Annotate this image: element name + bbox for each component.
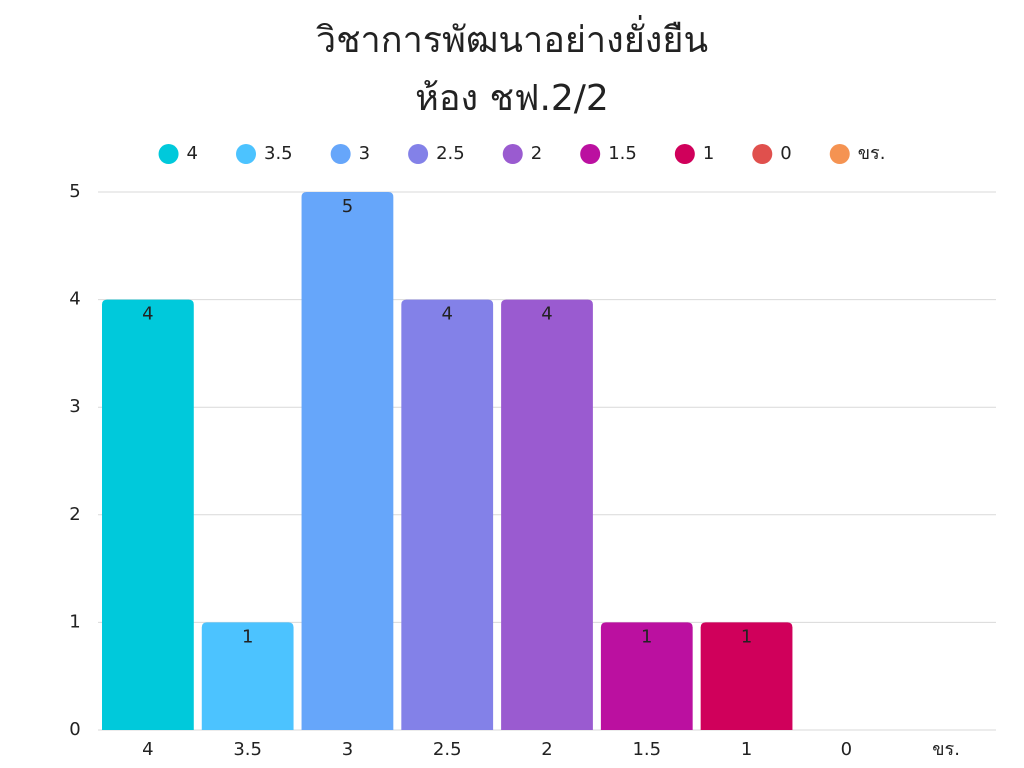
legend-swatch [752, 144, 773, 164]
legend-swatch [158, 144, 179, 164]
x-tick-label: 0 [841, 739, 852, 760]
legend-label: 0 [780, 143, 791, 164]
legend-swatch [674, 144, 695, 164]
legend-label: 4 [187, 143, 198, 164]
x-tick-label: 3 [342, 739, 353, 760]
bar [102, 299, 194, 730]
legend-label: 1 [703, 143, 714, 164]
legend-swatch [330, 144, 351, 164]
data-label: 1 [641, 626, 652, 647]
x-tick-label: 3.5 [233, 739, 262, 760]
x-tick-label: 4 [142, 739, 153, 760]
chart-title: ห้อง ชฟ.2/2 [415, 78, 609, 119]
data-label: 4 [142, 304, 153, 325]
legend-label: 2.5 [436, 143, 465, 164]
chart-title: วิชาการพัฒนาอย่างยั่งยืน [316, 15, 708, 61]
data-label: 1 [741, 626, 752, 647]
bar [401, 299, 494, 730]
x-tick-label: 2 [541, 739, 552, 760]
y-tick-label: 3 [69, 396, 80, 417]
bar [301, 192, 394, 730]
y-tick-label: 2 [69, 504, 80, 525]
x-tick-label: ขร. [932, 739, 960, 760]
bar [700, 622, 793, 730]
legend-label: 2 [531, 143, 542, 164]
x-tick-label: 2.5 [433, 739, 462, 760]
data-label: 1 [242, 626, 253, 647]
y-tick-label: 5 [69, 181, 80, 202]
y-tick-label: 0 [69, 719, 80, 740]
data-label: 5 [342, 196, 353, 217]
legend-swatch [580, 144, 601, 164]
legend-swatch [236, 144, 257, 164]
y-tick-label: 4 [69, 289, 80, 310]
legend-swatch [408, 144, 429, 164]
legend-label: 3 [359, 143, 370, 164]
data-label: 4 [441, 304, 452, 325]
legend-swatch [502, 144, 523, 164]
bar [501, 299, 593, 730]
x-tick-label: 1 [741, 739, 752, 760]
legend: 4 3.5 3 2.5 2 1.5 1 0 ขร. [158, 143, 886, 164]
data-label: 4 [541, 304, 552, 325]
x-tick-label: 1.5 [632, 739, 661, 760]
legend-label: ขร. [858, 143, 886, 164]
legend-label: 3.5 [264, 143, 293, 164]
legend-swatch [829, 144, 850, 164]
y-tick-label: 1 [69, 611, 80, 632]
bar [600, 622, 693, 730]
bar [201, 622, 294, 730]
legend-label: 1.5 [608, 143, 637, 164]
